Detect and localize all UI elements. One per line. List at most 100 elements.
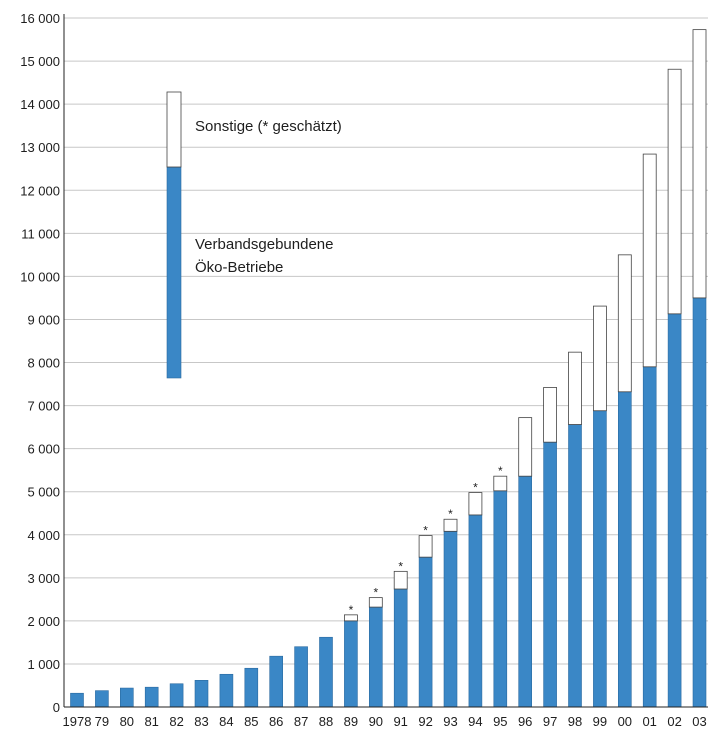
x-tick-label: 90 xyxy=(369,714,383,729)
y-tick-label: 2 000 xyxy=(27,614,60,629)
x-tick-label: 01 xyxy=(642,714,656,729)
y-tick-label: 9 000 xyxy=(27,312,60,327)
x-tick-label: 88 xyxy=(319,714,333,729)
bar-verbandsgebundene xyxy=(593,410,607,708)
estimate-marker: * xyxy=(398,559,403,573)
bar-verbandsgebundene xyxy=(169,683,184,708)
bars xyxy=(70,29,707,708)
y-tick-label: 8 000 xyxy=(27,356,60,371)
estimate-marker: * xyxy=(498,464,503,478)
bar-verbandsgebundene xyxy=(443,531,458,708)
legend: Sonstige (* geschätzt) Verbandsgebundene… xyxy=(166,91,342,379)
bar-verbandsgebundene xyxy=(393,588,408,708)
y-axis-ticks: 0 1 000 2 000 3 000 4 000 5 000 6 000 7 000 8 00… xyxy=(20,11,60,715)
x-tick-label: 81 xyxy=(144,714,158,729)
y-tick-label: 15 000 xyxy=(20,54,60,69)
x-tick-label: 83 xyxy=(194,714,208,729)
x-tick-label: 98 xyxy=(568,714,582,729)
legend-swatch-sonstige xyxy=(166,91,182,168)
bar-verbandsgebundene xyxy=(319,636,333,708)
bar-verbandsgebundene xyxy=(70,692,84,708)
bar-verbandsgebundene xyxy=(194,680,209,708)
x-tick-label: 84 xyxy=(219,714,233,729)
y-tick-label: 16 000 xyxy=(20,11,60,26)
bar-sonstige xyxy=(617,254,632,393)
bar-verbandsgebundene xyxy=(120,687,134,708)
y-tick-label: 3 000 xyxy=(27,571,60,586)
x-tick-label: 89 xyxy=(344,714,358,729)
estimate-marker: * xyxy=(349,603,354,617)
x-tick-label: 99 xyxy=(593,714,607,729)
x-tick-label: 95 xyxy=(493,714,507,729)
bar-verbandsgebundene xyxy=(692,297,707,708)
legend-label-verbandsgebundene: Verbandsgebundene Öko-Betriebe xyxy=(195,236,338,276)
bar-sonstige xyxy=(368,597,383,608)
bar-verbandsgebundene xyxy=(294,646,308,708)
y-tick-label: 12 000 xyxy=(20,183,60,198)
legend-swatch-verbandsgebundene xyxy=(166,166,182,379)
bar-sonstige xyxy=(568,351,582,425)
x-tick-label: 87 xyxy=(294,714,308,729)
bar-verbandsgebundene xyxy=(518,475,533,708)
estimate-markers: * * * * * * * xyxy=(349,464,503,617)
x-tick-label: 00 xyxy=(618,714,632,729)
legend-label-sonstige: Sonstige (* geschätzt) xyxy=(195,118,342,135)
x-tick-label: 82 xyxy=(169,714,183,729)
bar-verbandsgebundene xyxy=(418,556,433,708)
bar-sonstige xyxy=(393,570,408,590)
bar-sonstige xyxy=(468,492,483,516)
bar-verbandsgebundene xyxy=(667,313,682,708)
bar-sonstige xyxy=(418,535,433,558)
x-tick-label: 94 xyxy=(468,714,482,729)
bar-sonstige xyxy=(543,387,557,443)
bar-verbandsgebundene xyxy=(468,514,483,708)
x-tick-label: 93 xyxy=(443,714,457,729)
x-axis-ticks: 1978 79 80 81 82 83 84 85 86 87 88 89 90 91 92 93 94 95 96… xyxy=(63,714,707,729)
x-tick-label: 02 xyxy=(667,714,681,729)
x-tick-label: 86 xyxy=(269,714,283,729)
bar-verbandsgebundene xyxy=(144,686,159,708)
bar-sonstige xyxy=(667,68,682,315)
y-tick-label: 10 000 xyxy=(20,269,60,284)
bar-verbandsgebundene xyxy=(269,655,284,708)
bar-verbandsgebundene xyxy=(617,391,632,708)
x-tick-label: 79 xyxy=(95,714,109,729)
bar-verbandsgebundene xyxy=(368,606,383,708)
estimate-marker: * xyxy=(473,481,478,495)
x-tick-label: 92 xyxy=(418,714,432,729)
estimate-marker: * xyxy=(423,524,428,538)
x-tick-label: 91 xyxy=(393,714,407,729)
bar-sonstige xyxy=(343,614,358,622)
bar-verbandsgebundene xyxy=(642,366,657,708)
bar-verbandsgebundene xyxy=(244,667,259,708)
estimate-marker: * xyxy=(448,507,453,521)
bar-verbandsgebundene xyxy=(95,690,109,708)
bar-sonstige xyxy=(443,518,458,532)
legend-label-line-2: Öko-Betriebe xyxy=(195,258,283,276)
bar-verbandsgebundene xyxy=(344,620,358,708)
y-tick-label: 13 000 xyxy=(20,140,60,155)
bar-verbandsgebundene xyxy=(219,673,234,708)
x-tick-label: 96 xyxy=(518,714,532,729)
bar-verbandsgebundene xyxy=(543,441,557,708)
gridlines xyxy=(64,17,708,665)
bar-sonstige xyxy=(593,305,607,412)
bar-sonstige xyxy=(692,29,707,299)
x-tick-label: 03 xyxy=(692,714,706,729)
legend-label-line-1: Verbandsgebundene xyxy=(195,236,333,253)
x-tick-label: 1978 xyxy=(63,714,92,729)
y-tick-label: 5 000 xyxy=(27,485,60,500)
estimate-marker: * xyxy=(373,586,378,600)
bar-sonstige xyxy=(518,417,533,477)
y-tick-label: 0 xyxy=(53,700,60,715)
x-tick-label: 97 xyxy=(543,714,557,729)
bar-sonstige xyxy=(642,153,657,368)
y-tick-label: 1 000 xyxy=(27,657,60,672)
bar-verbandsgebundene xyxy=(493,490,508,708)
y-tick-label: 14 000 xyxy=(20,97,60,112)
y-tick-label: 6 000 xyxy=(27,442,60,457)
y-tick-label: 7 000 xyxy=(27,399,60,414)
y-tick-label: 4 000 xyxy=(27,528,60,543)
bar-verbandsgebundene xyxy=(568,424,582,708)
